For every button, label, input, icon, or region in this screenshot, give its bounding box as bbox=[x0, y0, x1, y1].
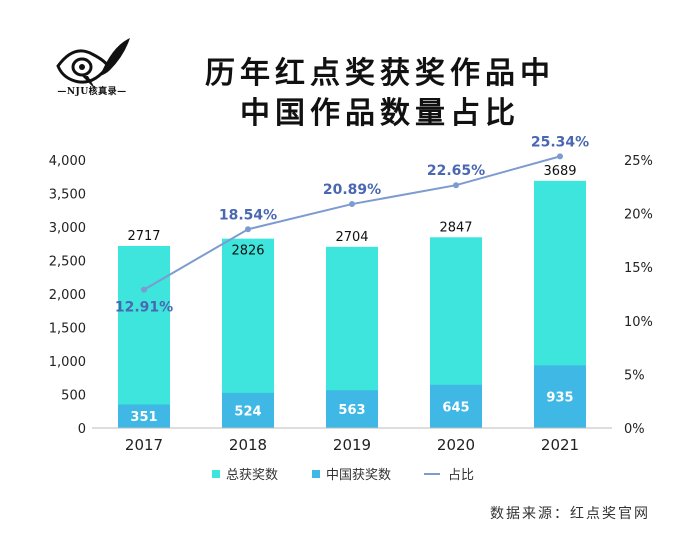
ratio-point bbox=[245, 226, 251, 233]
logo-tail bbox=[82, 76, 96, 90]
left-tick-label: 2,500 bbox=[49, 255, 86, 270]
total-value-label: 2847 bbox=[439, 220, 472, 235]
logo-text: —NJU核真录— bbox=[57, 87, 127, 97]
total-value-label: 2826 bbox=[231, 244, 264, 259]
x-tick-label: 2017 bbox=[125, 436, 163, 454]
logo-feather bbox=[100, 38, 130, 76]
bar-china-2019 bbox=[326, 390, 378, 428]
china-value-label: 935 bbox=[546, 391, 573, 406]
ratio-value-label: 22.65% bbox=[427, 163, 485, 179]
right-tick-label: 15% bbox=[624, 261, 653, 276]
total-value-label: 2704 bbox=[335, 230, 368, 245]
chart-title-line1: 历年红点奖获奖作品中 bbox=[205, 56, 555, 91]
x-tick-label: 2018 bbox=[229, 436, 267, 454]
bar-total-2017 bbox=[118, 245, 170, 428]
legend-swatch-china bbox=[312, 469, 320, 478]
right-tick-label: 0% bbox=[624, 422, 645, 437]
left-tick-label: 1,000 bbox=[49, 355, 86, 370]
logo bbox=[56, 38, 130, 90]
right-tick-label: 5% bbox=[624, 368, 645, 383]
left-tick-label: 500 bbox=[61, 389, 86, 404]
ratio-point bbox=[349, 201, 355, 208]
bar-china-2018 bbox=[222, 392, 274, 428]
china-value-label: 351 bbox=[130, 410, 157, 425]
total-value-label: 3689 bbox=[543, 164, 576, 179]
bar-china-2020 bbox=[430, 384, 482, 428]
legend-label-china: 中国获奖数 bbox=[326, 468, 392, 483]
ratio-value-label: 25.34% bbox=[531, 134, 589, 150]
legend-item-total: 总获奖数 bbox=[212, 464, 278, 483]
left-tick-label: 3,000 bbox=[49, 221, 86, 236]
ratio-value-label: 12.91% bbox=[115, 300, 173, 316]
left-tick-label: 1,500 bbox=[49, 322, 86, 337]
ratio-point bbox=[557, 153, 563, 160]
bar-china-2021 bbox=[534, 365, 586, 428]
right-tick-label: 20% bbox=[624, 208, 653, 223]
left-tick-label: 4,000 bbox=[49, 154, 86, 169]
logo-pupil bbox=[79, 64, 85, 70]
x-tick-label: 2019 bbox=[333, 436, 371, 454]
chart-title-line2: 中国作品数量占比 bbox=[240, 96, 520, 131]
legend-label-total: 总获奖数 bbox=[226, 468, 279, 483]
x-tick-label: 2020 bbox=[437, 436, 475, 454]
ratio-value-label: 18.54% bbox=[219, 207, 277, 223]
left-tick-label: 0 bbox=[78, 422, 86, 437]
legend-swatch-total bbox=[212, 469, 220, 478]
china-value-label: 645 bbox=[442, 400, 469, 415]
legend: 总获奖数 中国获奖数 占比 bbox=[0, 464, 700, 484]
logo-iris bbox=[71, 57, 93, 77]
china-value-label: 524 bbox=[234, 404, 261, 419]
ratio-value-label: 20.89% bbox=[323, 182, 381, 198]
total-value-label: 2717 bbox=[127, 229, 160, 244]
legend-item-china: 中国获奖数 bbox=[312, 464, 391, 483]
left-tick-label: 3,500 bbox=[49, 188, 86, 203]
ratio-point bbox=[453, 182, 459, 189]
bar-china-2017 bbox=[118, 404, 170, 428]
legend-label-ratio: 占比 bbox=[448, 468, 475, 483]
ratio-point bbox=[141, 286, 147, 293]
x-tick-label: 2021 bbox=[541, 436, 579, 454]
legend-item-ratio: 占比 bbox=[424, 464, 474, 483]
china-value-label: 563 bbox=[338, 403, 365, 418]
source-note: 数据来源：红点奖官网 bbox=[490, 506, 650, 522]
legend-swatch-ratio bbox=[424, 472, 440, 475]
right-tick-label: 10% bbox=[624, 315, 653, 330]
left-tick-label: 2,000 bbox=[49, 288, 86, 303]
right-tick-label: 25% bbox=[624, 154, 653, 169]
